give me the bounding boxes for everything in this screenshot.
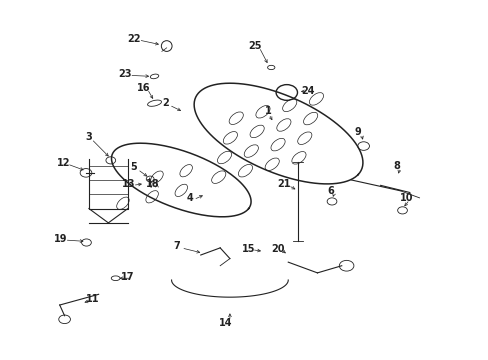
Text: 19: 19	[54, 234, 67, 244]
Text: 14: 14	[219, 318, 232, 328]
Text: 18: 18	[146, 179, 160, 189]
Text: 15: 15	[241, 244, 255, 253]
Text: 4: 4	[186, 193, 193, 203]
Text: 17: 17	[121, 272, 134, 282]
Text: 23: 23	[119, 69, 132, 79]
Text: 3: 3	[85, 132, 92, 142]
Text: 1: 1	[264, 106, 271, 116]
Text: 21: 21	[277, 179, 290, 189]
Text: 24: 24	[300, 86, 314, 96]
Text: 2: 2	[162, 98, 169, 108]
Text: 11: 11	[86, 294, 100, 304]
Text: 5: 5	[130, 162, 137, 172]
Text: 6: 6	[327, 186, 334, 196]
Text: 10: 10	[399, 193, 412, 203]
Text: 13: 13	[122, 179, 135, 189]
Text: 20: 20	[270, 244, 284, 253]
Text: 16: 16	[137, 83, 150, 93]
Text: 12: 12	[57, 158, 70, 168]
Text: 25: 25	[248, 41, 262, 51]
Text: 9: 9	[354, 127, 361, 137]
Text: 7: 7	[173, 241, 180, 251]
Text: 22: 22	[127, 34, 141, 44]
Text: 8: 8	[392, 161, 399, 171]
